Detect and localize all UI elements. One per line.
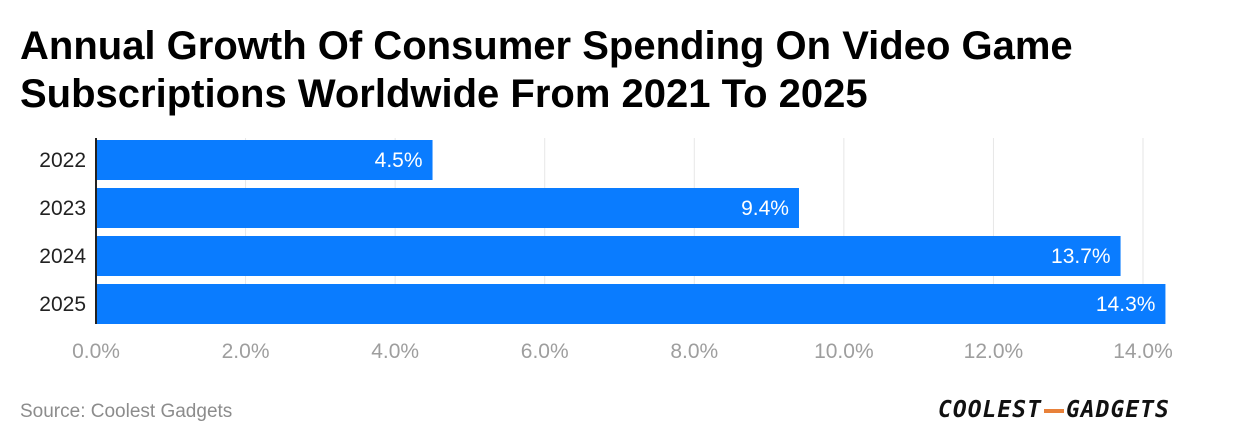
y-category-label: 2024 xyxy=(39,245,86,268)
data-label: 14.3% xyxy=(1096,293,1156,316)
coolest-gadgets-logo: COOLEST GADGETS xyxy=(938,392,1170,428)
y-category-label: 2022 xyxy=(39,149,86,172)
chart-title: Annual Growth Of Consumer Spending On Vi… xyxy=(20,24,1073,116)
logo-word-gadgets: GADGETS xyxy=(1065,397,1170,423)
bar-2023 xyxy=(96,188,799,228)
y-category-label: 2023 xyxy=(39,197,86,220)
x-tick-label: 14.0% xyxy=(1113,340,1173,363)
logo-dash xyxy=(1043,408,1064,413)
x-tick-label: 0.0% xyxy=(72,340,120,363)
y-category-label: 2025 xyxy=(39,293,86,316)
labels: 0.0% 2.0% 4.0% 6.0% 8.0% 10.0% 12.0% 14.0% 2022 4… xyxy=(39,149,1172,363)
logo-word-coolest: COOLEST xyxy=(938,397,1042,423)
bar-2025 xyxy=(96,284,1166,324)
bar-2024 xyxy=(96,236,1121,276)
data-label: 13.7% xyxy=(1051,245,1111,268)
bar-2022 xyxy=(96,140,433,180)
x-tick-label: 2.0% xyxy=(222,340,270,363)
data-label: 9.4% xyxy=(741,197,789,220)
x-tick-label: 12.0% xyxy=(964,340,1024,363)
source-text: Source: Coolest Gadgets xyxy=(20,401,233,422)
x-tick-label: 8.0% xyxy=(670,340,718,363)
x-tick-label: 10.0% xyxy=(814,340,874,363)
data-label: 4.5% xyxy=(375,149,423,172)
x-tick-label: 6.0% xyxy=(521,340,569,363)
bars xyxy=(96,140,1166,324)
x-tick-label: 4.0% xyxy=(371,340,419,363)
